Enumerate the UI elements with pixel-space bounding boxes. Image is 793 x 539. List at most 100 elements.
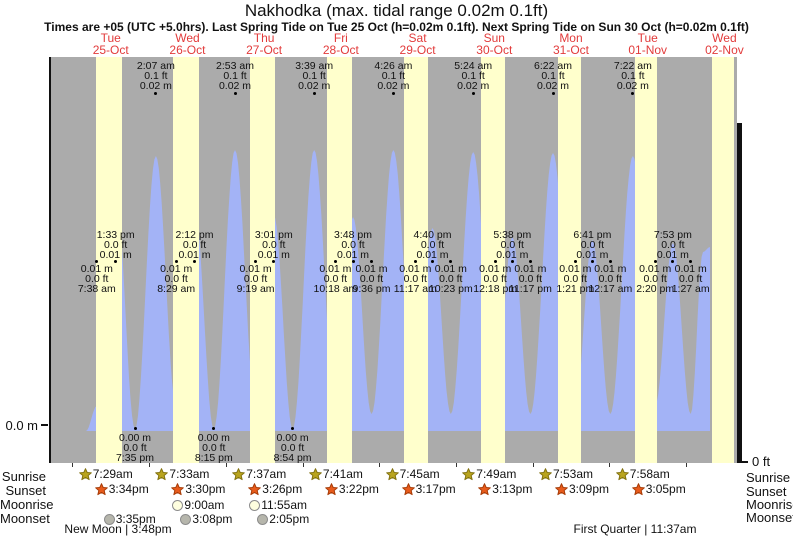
tide-event-dot [590, 259, 594, 263]
sunset-icon [478, 482, 492, 496]
tide-event-annotation: 0.01 m 0.0 ft 1:21 pm [543, 263, 607, 295]
annotation-line: 0.01 m [559, 263, 592, 275]
annotation-line: 2:07 am [136, 60, 175, 72]
day-boundary-tick [609, 463, 611, 467]
tide-event-annotation: 0.00 m 0.0 ft 8:54 pm [261, 433, 325, 464]
tide-event-annotation: 4:26 am 0.1 ft 0.02 m [361, 61, 425, 92]
tide-event-dot [133, 426, 137, 430]
daylight-band [557, 57, 581, 463]
moonset-icon [103, 513, 115, 525]
tide-chart-area [50, 57, 737, 463]
annotation-line: 0.02 m [377, 80, 410, 92]
tide-event-annotation: 7:53 pm 0.0 ft 0.01 m [641, 230, 705, 261]
tide-event-annotation: 6:22 am 0.1 ft 0.02 m [521, 61, 585, 92]
annotation-line: 0.0 ft [182, 239, 207, 251]
sunset-time-label: 3:09pm [569, 482, 610, 496]
annotation-line: 0.1 ft [144, 70, 168, 82]
tide-event-dot [212, 426, 216, 430]
tide-event-annotation: 3:01 pm 0.0 ft 0.01 m [242, 230, 306, 261]
moonset-time: 3:35pm [103, 512, 156, 526]
annotation-line: 0.01 m [479, 263, 512, 275]
sunset-icon [171, 482, 185, 496]
day-boundary-tick [379, 463, 381, 467]
sunrise-time-label: 7:58am [629, 467, 670, 481]
annotation-line: 0.0 ft [580, 239, 605, 251]
daylight-band [711, 57, 734, 463]
annotation-line: 0.01 m [416, 249, 449, 261]
annotation-line: 1:27 am [671, 283, 710, 295]
day-date: 30-Oct [476, 43, 513, 57]
annotation-line: 0.02 m [536, 80, 570, 92]
left-axis-zero-label: 0.0 m [5, 418, 38, 433]
annotation-line: 2:53 am [216, 60, 254, 72]
tide-event-dot [95, 259, 99, 263]
tide-event-dot [254, 259, 258, 263]
annotation-line: 0.0 ft [500, 239, 524, 251]
left-axis-tick [41, 424, 48, 426]
annotation-line: 0.01 m [594, 263, 627, 275]
moonset-time-label: 3:08pm [192, 512, 233, 526]
annotation-line: 0.00 m [118, 432, 152, 444]
moon-phase-label: New Moon | 3:48pm [64, 522, 172, 536]
tide-event-dot [413, 259, 417, 263]
annotation-line: 0.01 m [319, 263, 352, 275]
sunset-time-label: 3:26pm [262, 482, 303, 496]
annotation-line: 0.01 m [178, 249, 211, 261]
sunrise-time-label: 7:37am [246, 467, 287, 481]
annotation-line: 0.0 ft [104, 239, 128, 251]
tide-event-annotation: 0.01 m 0.0 ft 2:20 pm [623, 264, 687, 295]
annotation-line: 0.00 m [197, 432, 230, 444]
annotation-line: 0.0 ft [563, 273, 587, 285]
tide-event-annotation: 3:48 pm 0.0 ft 0.01 m [321, 229, 385, 261]
tide-event-annotation: 0.01 m 0.0 ft 10:23 pm [419, 264, 483, 295]
annotation-line: 0.01 m [239, 263, 272, 275]
annotation-line: 9:36 pm [352, 283, 391, 295]
sunrise-time: 7:37am [232, 467, 286, 481]
sunset-icon [94, 482, 108, 496]
day-boundary-tick [455, 463, 457, 467]
annotation-line: 0.02 m [457, 80, 490, 92]
sunrise-time-label: 7:49am [476, 467, 517, 481]
moonrise-time: 9:00am [172, 498, 224, 512]
tide-event-dot [449, 259, 453, 263]
tide-event-annotation: 0.00 m 0.0 ft 8:15 pm [182, 432, 246, 464]
sunset-time-label: 3:22pm [338, 482, 379, 496]
annotation-line: 3:48 pm [334, 229, 372, 241]
annotation-line: 9:19 am [236, 283, 275, 295]
sunrise-time: 7:49am [462, 467, 516, 481]
moonrise-icon [249, 499, 261, 511]
annotation-line: 0.0 ft [483, 273, 507, 285]
moonrise-icon [172, 499, 184, 511]
annotation-line: 8:15 pm [194, 452, 233, 464]
tide-event-dot [528, 259, 532, 263]
tide-event-annotation: 0.01 m 0.0 ft 1:27 am [659, 264, 723, 295]
tide-event-dot [608, 259, 612, 263]
annotation-line: 0.0 ft [280, 442, 305, 454]
annotation-line: 12:18 pm [473, 283, 518, 295]
sunset-time-label: 3:30pm [185, 482, 226, 496]
tide-event-dot [333, 259, 337, 263]
sunrise-icon [462, 467, 476, 481]
annotation-line: 0.0 ft [164, 273, 188, 285]
sunset-icon [248, 482, 262, 496]
annotation-line: 0.01 m [576, 249, 609, 261]
tide-event-dot [391, 91, 395, 95]
day-date: 29-Oct [399, 43, 436, 57]
day-date: 26-Oct [169, 43, 206, 57]
tide-event-dot [551, 91, 555, 95]
sunset-time: 3:22pm [325, 482, 379, 496]
day-date: 01-Nov [628, 43, 668, 57]
sunrise-icon [78, 467, 92, 481]
annotation-line: 7:22 am [613, 60, 652, 72]
tide-event-dot [272, 259, 276, 263]
sunrise-time-label: 7:29am [92, 467, 133, 481]
tide-event-dot [114, 259, 118, 263]
sunset-icon [555, 482, 568, 496]
moonset-time-label: 3:35pm [115, 512, 156, 526]
annotation-line: 0.0 ft [679, 273, 703, 285]
tide-event-annotation: 0.01 m 0.0 ft 7:38 am [65, 264, 129, 295]
annotation-line: 2:12 pm [175, 229, 214, 241]
day-date: 25-Oct [92, 43, 129, 57]
sunrise-time: 7:53am [539, 467, 593, 481]
annotation-line: 12:17 am [588, 283, 633, 295]
